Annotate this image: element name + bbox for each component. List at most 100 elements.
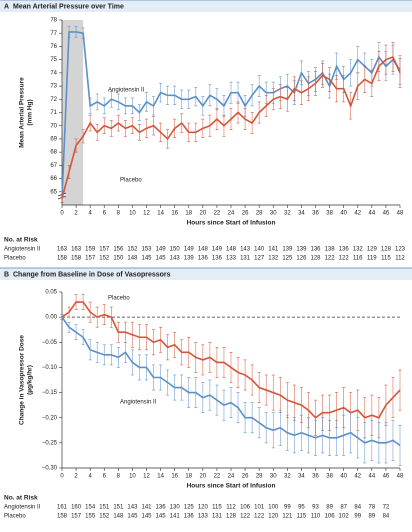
risk-value: 161 [57, 505, 68, 511]
risk-value: 128 [381, 247, 392, 253]
risk-value: 131 [240, 256, 251, 262]
risk-value: 136 [212, 256, 223, 262]
risk-value: 145 [156, 514, 167, 520]
risk-value: 78 [368, 505, 375, 511]
y-axis-label: (µg/kg/hr) [27, 365, 34, 395]
risk-value: 154 [85, 505, 96, 511]
y-tick-label: 78 [50, 18, 57, 24]
risk-value: 143 [170, 256, 181, 262]
risk-value: 87 [340, 505, 347, 511]
risk-value: 136 [156, 505, 167, 511]
x-tick-label: 22 [214, 474, 221, 480]
panel-header [0, 268, 412, 280]
y-tick-label: −0.30 [42, 466, 58, 472]
risk-value: 116 [353, 256, 363, 262]
risk-value: 143 [240, 247, 251, 253]
x-tick-label: 48 [397, 474, 404, 480]
risk-value: 102 [339, 514, 350, 520]
y-tick-label: 0.00 [45, 315, 57, 321]
y-tick-label: 72 [50, 97, 57, 103]
x-tick-label: 44 [368, 474, 375, 480]
y-tick-label: 76 [50, 44, 57, 50]
risk-value: 122 [254, 514, 265, 520]
risk-title: No. at Risk [4, 237, 38, 244]
risk-value: 136 [339, 247, 350, 253]
risk-value: 115 [297, 514, 307, 520]
x-tick-label: 24 [228, 474, 235, 480]
risk-value: 136 [184, 514, 195, 520]
risk-value: 125 [282, 256, 293, 262]
risk-value: 115 [212, 505, 222, 511]
x-tick-label: 34 [298, 211, 305, 217]
x-tick-label: 14 [157, 474, 164, 480]
x-tick-label: 40 [340, 211, 347, 217]
y-tick-label: 70 [50, 123, 57, 129]
risk-value: 95 [298, 505, 305, 511]
risk-value: 136 [198, 256, 209, 262]
x-tick-label: 28 [256, 211, 263, 217]
x-tick-label: 2 [74, 474, 78, 480]
series-line [61, 316, 401, 447]
risk-value: 133 [226, 256, 237, 262]
y-tick-label: 75 [50, 57, 57, 63]
x-tick-label: 10 [129, 211, 136, 217]
risk-value: 132 [268, 256, 279, 262]
risk-value: 150 [113, 256, 124, 262]
risk-value: 84 [383, 514, 390, 520]
panel-header [0, 0, 412, 12]
risk-value: 158 [57, 256, 68, 262]
y-tick-label: −0.10 [42, 365, 58, 371]
risk-value: 159 [85, 247, 96, 253]
x-tick-label: 6 [103, 474, 107, 480]
risk-value: 160 [71, 505, 82, 511]
y-tick-label: −0.15 [42, 390, 58, 396]
panel-label: B [4, 271, 9, 278]
x-tick-label: 42 [354, 211, 361, 217]
series-line [61, 55, 401, 199]
risk-value: 100 [268, 505, 279, 511]
x-tick-label: 40 [340, 474, 347, 480]
risk-value: 141 [268, 247, 279, 253]
x-tick-label: 12 [143, 474, 150, 480]
risk-value: 151 [99, 505, 110, 511]
risk-value: 130 [170, 505, 181, 511]
x-tick-label: 20 [199, 211, 206, 217]
y-tick-label: −0.20 [42, 415, 58, 421]
risk-value: 106 [325, 514, 336, 520]
x-tick-label: 44 [368, 211, 375, 217]
x-axis-label: Hours since Start of Infusion [187, 220, 276, 227]
series-annotation: Placebo [120, 178, 142, 184]
risk-value: 139 [282, 247, 293, 253]
risk-value: 101 [254, 505, 265, 511]
x-tick-label: 8 [117, 211, 121, 217]
x-tick-label: 0 [60, 474, 64, 480]
risk-value: 84 [354, 505, 361, 511]
panel-label: A [4, 3, 9, 10]
y-tick-label: 69 [50, 137, 57, 143]
risk-title: No. at Risk [4, 495, 38, 502]
x-tick-label: 32 [284, 474, 291, 480]
risk-value: 152 [127, 247, 138, 253]
x-tick-label: 14 [157, 211, 164, 217]
x-tick-label: 6 [103, 211, 107, 217]
risk-value: 119 [367, 256, 377, 262]
risk-value: 122 [325, 256, 336, 262]
risk-value: 139 [296, 247, 307, 253]
risk-value: 121 [282, 514, 293, 520]
risk-value: 89 [368, 514, 375, 520]
risk-value: 132 [353, 247, 364, 253]
x-tick-label: 0 [60, 211, 64, 217]
risk-value: 145 [127, 514, 138, 520]
risk-value: 152 [99, 514, 110, 520]
series-line [61, 301, 401, 419]
risk-value: 106 [240, 505, 251, 511]
y-axis-label: Mean Arterial Pressure [19, 77, 26, 148]
risk-value: 127 [254, 256, 265, 262]
risk-value: 149 [156, 247, 167, 253]
x-tick-label: 16 [171, 211, 178, 217]
risk-value: 99 [284, 505, 291, 511]
risk-value: 148 [226, 247, 237, 253]
x-tick-label: 30 [270, 211, 277, 217]
risk-value: 148 [198, 247, 209, 253]
series-annotation: Angiotensin II [108, 88, 145, 94]
